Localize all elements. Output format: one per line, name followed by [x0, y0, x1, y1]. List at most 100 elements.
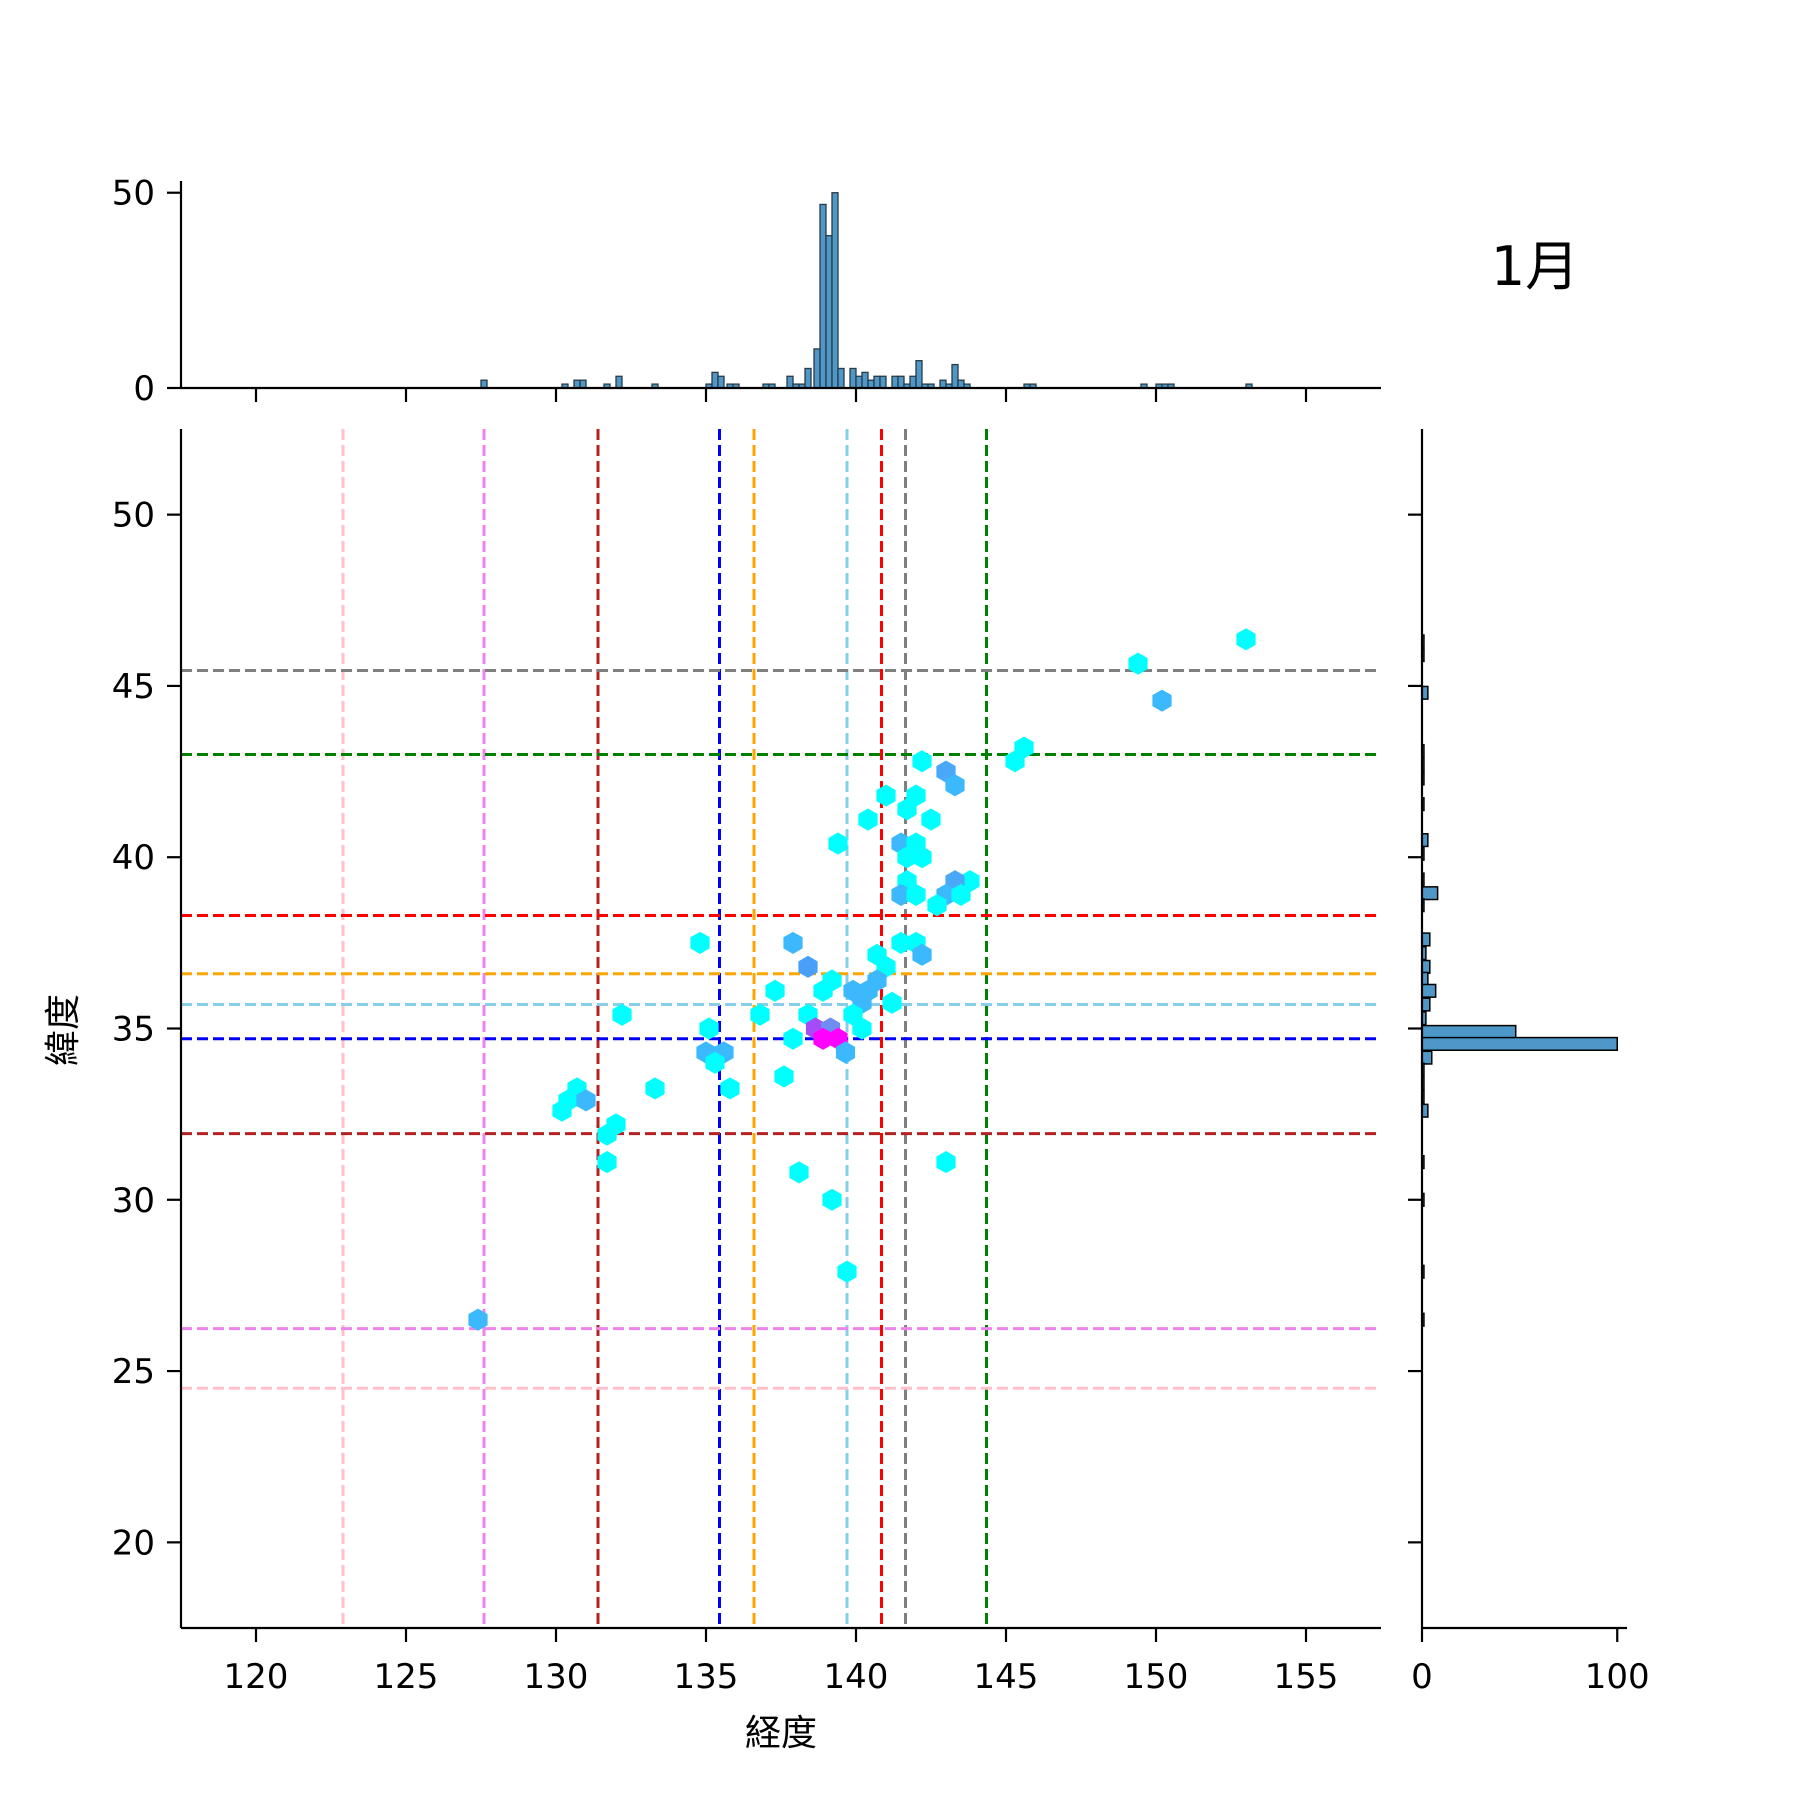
hexbin-cell — [789, 1161, 809, 1184]
chart-title: 1月 — [1491, 235, 1579, 298]
top-hist-bar — [855, 375, 863, 389]
right-hist-x-tick-label: 0 — [1411, 1657, 1433, 1697]
top-hist-bar — [579, 379, 587, 389]
x-tick-label: 155 — [1274, 1657, 1339, 1697]
hexbin-cell — [783, 931, 803, 954]
top-hist-bar — [480, 379, 488, 389]
top-hist-bar — [615, 375, 623, 389]
hexbin-cell — [720, 1077, 740, 1100]
x-axis-label: 経度 — [745, 1713, 817, 1754]
hexbin-cell — [612, 1003, 632, 1026]
hexbin-cell — [927, 894, 947, 917]
hexbin-cell — [552, 1099, 572, 1122]
x-tick-label: 145 — [974, 1657, 1039, 1697]
hexbin-cell — [813, 979, 833, 1002]
top-hist-bar — [849, 367, 857, 389]
right-hist-x-tick-label: 100 — [1585, 1657, 1650, 1697]
top-hist-bar — [837, 367, 845, 389]
top-hist-bar — [804, 367, 812, 389]
y-tick-label: 40 — [112, 838, 155, 878]
hexbin-cell — [906, 883, 926, 906]
y-tick-label: 20 — [112, 1523, 155, 1563]
x-tick-label: 125 — [374, 1657, 439, 1697]
hexbin-cell — [690, 931, 710, 954]
hexbin-cell — [1236, 628, 1256, 651]
hexbin-cell — [936, 1151, 956, 1174]
x-tick-label: 140 — [824, 1657, 889, 1697]
top-hist-bar — [939, 379, 947, 389]
top-hist-bar — [951, 363, 959, 389]
x-tick-label: 130 — [524, 1657, 589, 1697]
top-hist-bar — [813, 348, 821, 389]
hexbin-cell — [1128, 652, 1148, 675]
top-hist-bar — [861, 371, 869, 389]
y-tick-label: 30 — [112, 1181, 155, 1221]
right-hist-bar — [1421, 1050, 1433, 1065]
hexbin-cell — [945, 774, 965, 797]
right-hist-bar — [1421, 997, 1431, 1012]
hexbin-cell — [852, 1017, 872, 1040]
top-hist-bar — [879, 375, 887, 389]
top-hist-bar — [711, 371, 719, 389]
reference-lines — [181, 429, 1381, 1628]
y-tick-label: 25 — [112, 1352, 155, 1392]
hexbin-cell — [921, 808, 941, 831]
hexbin-cell — [882, 991, 902, 1014]
y-axis-label: 緯度 — [43, 994, 84, 1066]
top-hist-bar — [831, 192, 839, 389]
top-hist-y-tick-label: 0 — [133, 369, 155, 409]
hexbin-cell — [858, 808, 878, 831]
right-hist-bar — [1421, 886, 1439, 901]
y-tick-label: 35 — [112, 1010, 155, 1050]
right-hist-bar — [1421, 932, 1431, 947]
right-hist-bar — [1421, 983, 1437, 998]
top-hist-bar — [819, 203, 827, 389]
top-marginal-histogram — [480, 192, 1253, 389]
hexbin-cell — [705, 1051, 725, 1074]
right-hist-bar — [1421, 1024, 1517, 1040]
axes: 120 125 130 135 140 145 150 155 20 25 30 35 40 45 50 0 5… — [112, 174, 1650, 1697]
hexbin-cell — [835, 1041, 856, 1064]
hexbin-cell — [597, 1123, 617, 1146]
hexbin-cell — [951, 883, 971, 906]
right-marginal-histogram — [1421, 634, 1618, 1327]
y-tick-label: 45 — [112, 667, 155, 707]
x-tick-label: 150 — [1124, 1657, 1189, 1697]
top-hist-bar — [915, 360, 923, 389]
hexbin-cell — [765, 979, 785, 1002]
hexbin-cell — [699, 1017, 719, 1040]
hexbin-cell — [798, 955, 818, 978]
top-hist-bar — [891, 375, 899, 389]
top-hist-bar — [897, 375, 905, 389]
hexbin-cell — [750, 1003, 770, 1026]
hexbin-cell — [783, 1027, 803, 1050]
hexbin-cell — [576, 1089, 596, 1112]
right-hist-bar — [1421, 959, 1431, 974]
hexbin-cell — [597, 1151, 617, 1174]
hexbin-cell — [645, 1077, 665, 1100]
top-hist-bar — [717, 375, 725, 389]
top-hist-bar — [873, 375, 881, 389]
x-tick-label: 135 — [674, 1657, 739, 1697]
hexbin-cell — [468, 1308, 488, 1331]
hexbin-cell — [1005, 750, 1025, 773]
top-hist-y-tick-label: 50 — [112, 174, 155, 214]
right-hist-bar — [1421, 1036, 1618, 1052]
hexbin-cell — [828, 832, 848, 855]
hexbin-cell — [822, 1188, 842, 1211]
top-hist-bar — [573, 379, 581, 389]
x-tick-label: 120 — [224, 1657, 289, 1697]
y-tick-label: 50 — [112, 496, 155, 536]
hexbin-cell — [837, 1260, 857, 1283]
top-hist-bar — [909, 375, 917, 389]
hexbin-cell — [912, 846, 932, 869]
top-hist-bar — [867, 379, 875, 389]
hexbin-cell — [1152, 689, 1172, 712]
top-hist-bar — [786, 375, 794, 389]
hexbin-cell — [876, 784, 896, 807]
hexbin-layer — [468, 628, 1256, 1331]
top-hist-bar — [825, 235, 833, 389]
hexbin-cell — [912, 750, 932, 773]
